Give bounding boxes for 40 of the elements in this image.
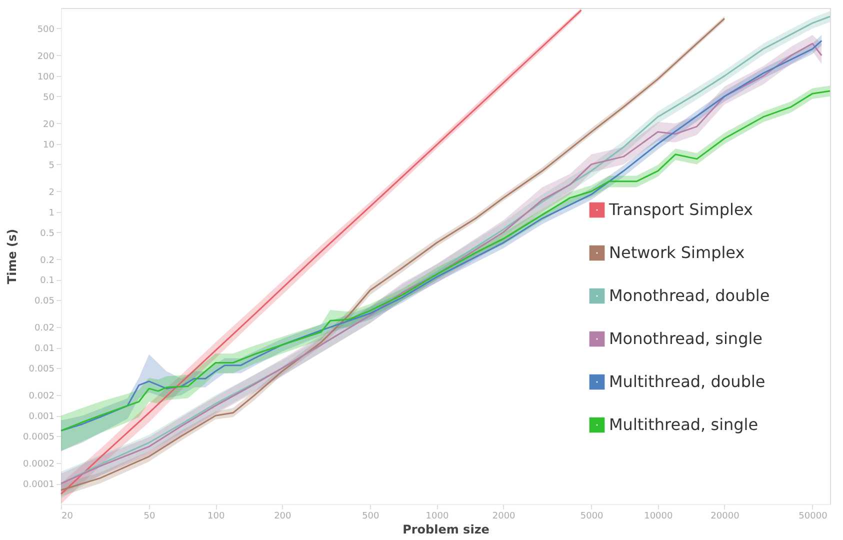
y-tick-label: 500 bbox=[37, 24, 55, 35]
legend-label: Multithread, single bbox=[609, 415, 758, 434]
y-tick-label: 0.5 bbox=[40, 228, 54, 239]
y-tick-label: 1 bbox=[48, 208, 54, 218]
y-tick-label: 10 bbox=[43, 140, 55, 150]
x-tick-label: 50 bbox=[144, 512, 156, 522]
legend-label: Transport Simplex bbox=[608, 200, 753, 219]
y-tick-label: 200 bbox=[37, 52, 55, 62]
x-axis-title: Problem size bbox=[402, 522, 490, 536]
x-tick-label: 50000 bbox=[798, 512, 828, 522]
x-tick-label: 100 bbox=[207, 512, 225, 522]
y-tick-label: 0.1 bbox=[40, 276, 54, 286]
y-tick-label: 0.0001 bbox=[23, 480, 54, 490]
y-tick-label: 0.002 bbox=[28, 392, 54, 402]
y-tick-label: 2 bbox=[48, 188, 54, 198]
y-tick-label: 0.0002 bbox=[23, 460, 54, 470]
y-tick-label: 0.001 bbox=[28, 412, 54, 422]
y-axis-title: Time (s) bbox=[5, 228, 20, 284]
x-tick-label: 5000 bbox=[580, 512, 604, 522]
y-tick-label: 0.05 bbox=[34, 296, 54, 307]
y-tick-label: 0.2 bbox=[40, 256, 54, 266]
x-tick-label: 20 bbox=[62, 512, 74, 522]
legend-label: Multithread, double bbox=[609, 372, 766, 391]
y-tick-label: 5 bbox=[48, 160, 54, 171]
legend-label: Network Simplex bbox=[609, 243, 745, 262]
x-tick-label: 500 bbox=[362, 512, 380, 522]
legend-label: Monothread, single bbox=[609, 329, 763, 348]
x-tick-label: 20000 bbox=[710, 512, 740, 522]
y-tick-label: 0.01 bbox=[34, 344, 54, 354]
x-tick-label: 200 bbox=[274, 512, 292, 522]
x-tick-label: 2000 bbox=[492, 512, 516, 522]
y-tick-label: 0.02 bbox=[34, 324, 54, 334]
y-tick-label: 20 bbox=[43, 120, 55, 130]
y-tick-label: 50 bbox=[43, 92, 55, 103]
y-tick-label: 100 bbox=[37, 72, 55, 82]
legend-label: Monothread, double bbox=[609, 286, 770, 305]
y-tick-label: 0.0005 bbox=[23, 432, 54, 443]
x-tick-label: 10000 bbox=[644, 512, 673, 522]
x-tick-label: 1000 bbox=[426, 512, 449, 522]
y-tick-label: 0.005 bbox=[28, 364, 54, 375]
